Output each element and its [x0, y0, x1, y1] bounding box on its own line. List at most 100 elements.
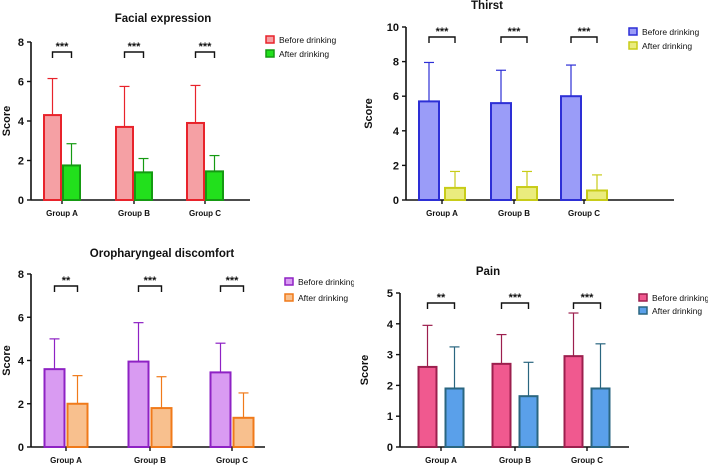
bar [444, 387, 465, 448]
y-axis-label: Score [1, 106, 13, 137]
x-tick-label: Group C [568, 209, 600, 218]
x-tick-label: Group B [499, 456, 531, 465]
y-tick-label: 2 [18, 399, 24, 411]
legend-label: After drinking [652, 306, 702, 316]
significance-label: *** [508, 26, 522, 38]
y-axis-label: Score [359, 355, 371, 386]
y-tick-label: 1 [387, 411, 393, 423]
significance-label: *** [199, 41, 213, 53]
x-tick-label: Group B [498, 209, 530, 218]
bar [590, 387, 611, 448]
legend-swatch [265, 35, 275, 44]
y-tick-label: 0 [387, 442, 393, 454]
significance-bracket [426, 302, 456, 309]
x-tick-label: Group A [426, 209, 458, 218]
significance-bracket [572, 302, 602, 309]
bar [62, 164, 81, 201]
chart-oropharyngeal-discomfort: Oropharyngeal discomfort Score 0 2 4 6 8 Grou… [1, 248, 354, 465]
bar [43, 368, 66, 448]
y-tick-label: 6 [18, 77, 24, 89]
y-axis-label: Score [363, 98, 375, 129]
legend-label: Before drinking [298, 277, 354, 287]
significance-bracket [428, 36, 456, 43]
bar [418, 100, 440, 201]
chart-title: Oropharyngeal discomfort [90, 248, 235, 260]
y-tick-label: 4 [387, 319, 394, 331]
y-tick-label: 2 [18, 156, 24, 168]
y-tick-label: 5 [387, 288, 393, 300]
significance-label: *** [56, 41, 70, 53]
bar [586, 189, 608, 202]
significance-bracket [51, 51, 73, 58]
x-tick-label: Group C [216, 456, 248, 465]
legend-swatch [638, 293, 648, 302]
bar [560, 95, 582, 201]
legend-label: After drinking [642, 41, 692, 51]
x-tick-label: Group A [425, 456, 457, 465]
legend-swatch [284, 277, 294, 286]
x-tick-label: Group A [46, 209, 78, 218]
bar [491, 362, 512, 448]
legend-swatch [638, 306, 648, 315]
bar [518, 395, 539, 448]
y-tick-label: 4 [18, 116, 25, 128]
significance-label: *** [509, 292, 523, 304]
bar [43, 114, 62, 201]
y-axis-label: Score [1, 345, 13, 376]
bar [232, 416, 255, 448]
y-tick-label: 4 [18, 356, 25, 368]
chart-facial-expression: Facial expression Score 0 2 4 6 8 Group A *** G… [1, 13, 336, 218]
bar [490, 102, 512, 201]
y-tick-label: 4 [393, 126, 400, 138]
bar [134, 171, 153, 202]
significance-label: *** [226, 275, 240, 287]
bar [115, 125, 134, 201]
bar [209, 371, 232, 448]
y-tick-label: 2 [393, 160, 399, 172]
significance-label: *** [128, 41, 142, 53]
significance-bracket [123, 51, 145, 58]
legend-label: Before drinking [279, 35, 336, 45]
significance-label: ** [437, 292, 446, 304]
x-tick-label: Group A [50, 456, 82, 465]
x-tick-label: Group B [118, 209, 150, 218]
significance-label: *** [144, 275, 158, 287]
significance-bracket [194, 51, 216, 58]
bar [186, 121, 205, 201]
significance-label: ** [62, 275, 71, 287]
y-tick-label: 0 [18, 442, 24, 454]
significance-bracket [137, 285, 163, 292]
bar [563, 355, 584, 448]
legend-swatch [628, 27, 638, 36]
significance-bracket [570, 36, 598, 43]
significance-label: *** [581, 292, 595, 304]
legend-swatch [265, 49, 275, 58]
bar [127, 360, 150, 448]
y-tick-label: 6 [393, 91, 399, 103]
legend-swatch [628, 41, 638, 50]
chart-title: Thirst [471, 0, 503, 12]
bar [444, 186, 466, 201]
y-tick-label: 8 [18, 37, 24, 49]
legend-label: After drinking [298, 293, 348, 303]
bar [150, 407, 173, 448]
legend-label: Before drinking [642, 27, 699, 37]
y-tick-label: 3 [387, 350, 393, 362]
legend-label: Before drinking [652, 293, 708, 303]
significance-label: *** [578, 26, 592, 38]
legend-swatch [284, 293, 294, 302]
x-tick-label: Group C [571, 456, 603, 465]
significance-bracket [219, 285, 245, 292]
bar [516, 186, 538, 201]
significance-bracket [500, 36, 528, 43]
x-tick-label: Group B [134, 456, 166, 465]
chart-thirst: Thirst Score 0 2 4 6 8 10 Group A *** Group B ***… [363, 0, 699, 218]
y-tick-label: 10 [387, 22, 399, 34]
x-tick-label: Group C [189, 209, 221, 218]
y-tick-label: 8 [18, 269, 24, 281]
y-tick-label: 6 [18, 312, 24, 324]
chart-pain: Pain Score 0 1 2 3 4 5 Group A ** Group B *** Grou… [359, 266, 708, 465]
y-tick-label: 8 [393, 57, 399, 69]
y-tick-label: 2 [387, 380, 393, 392]
bar [417, 365, 438, 448]
